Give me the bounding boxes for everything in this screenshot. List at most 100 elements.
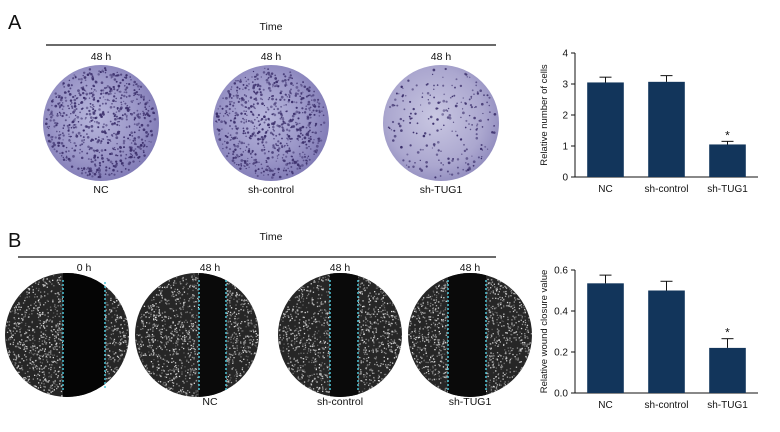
- cell-speckle: [150, 345, 152, 347]
- cell-speckle: [138, 345, 140, 347]
- cell-speckle: [36, 326, 38, 328]
- stained-cell: [130, 131, 133, 134]
- stained-cell: [144, 140, 147, 142]
- cell-speckle: [49, 319, 51, 321]
- stained-cell: [242, 88, 244, 90]
- cell-speckle: [176, 291, 179, 294]
- stained-cell: [223, 115, 225, 117]
- cell-speckle: [52, 381, 54, 383]
- cell-speckle: [244, 350, 246, 352]
- stained-cell: [81, 143, 84, 146]
- cell-speckle: [241, 368, 243, 370]
- stained-cell: [281, 144, 284, 147]
- stained-cell: [107, 92, 110, 96]
- stained-cell: [296, 122, 299, 125]
- cell-speckle: [148, 341, 150, 343]
- stained-cell: [84, 171, 87, 174]
- cell-speckle: [35, 287, 38, 290]
- stained-cell: [290, 166, 293, 168]
- cell-speckle: [55, 326, 57, 328]
- cell-speckle: [59, 339, 61, 341]
- stained-cell: [82, 74, 84, 77]
- cell-speckle: [190, 284, 192, 287]
- stained-cell: [292, 151, 295, 154]
- cell-speckle: [24, 297, 26, 299]
- stained-cell: [280, 90, 282, 92]
- cell-speckle: [175, 375, 177, 378]
- cell-speckle: [46, 278, 48, 280]
- cell-speckle: [44, 327, 46, 329]
- stained-cell: [85, 168, 88, 171]
- cell-speckle: [164, 298, 166, 300]
- stained-cell: [251, 111, 253, 114]
- stained-cell: [315, 149, 319, 152]
- cell-speckle: [32, 291, 34, 293]
- stained-cell: [425, 144, 429, 147]
- cell-speckle: [282, 330, 284, 332]
- cell-speckle: [114, 301, 116, 303]
- cell-speckle: [33, 385, 35, 387]
- stained-cell: [126, 82, 128, 85]
- cell-speckle: [5, 339, 8, 341]
- cell-speckle: [6, 331, 9, 333]
- stained-cell: [285, 104, 287, 106]
- stained-cell: [124, 157, 127, 160]
- stained-cell: [396, 104, 399, 107]
- cell-speckle: [114, 314, 116, 316]
- cell-speckle: [248, 362, 250, 364]
- cell-speckle: [32, 289, 34, 291]
- cell-speckle: [140, 317, 142, 319]
- stained-cell: [220, 120, 223, 124]
- stained-cell: [81, 91, 85, 95]
- cell-speckle: [42, 325, 45, 327]
- cell-speckle: [123, 308, 125, 310]
- cell-speckle: [161, 342, 163, 344]
- stained-cell: [287, 123, 291, 127]
- cell-speckle: [105, 309, 107, 311]
- cell-speckle: [364, 289, 366, 291]
- stained-cell: [117, 148, 119, 150]
- stained-cell: [475, 133, 478, 136]
- stained-cell: [273, 81, 276, 85]
- cell-speckle: [311, 300, 313, 302]
- stained-cell: [435, 107, 438, 110]
- stained-cell: [289, 137, 292, 140]
- cell-speckle: [310, 388, 312, 390]
- stained-cell: [218, 134, 220, 136]
- stained-cell: [132, 99, 134, 102]
- stained-cell: [232, 137, 235, 140]
- wound-image-sh-control: [278, 273, 402, 397]
- stained-cell: [102, 96, 105, 98]
- stained-cell: [148, 140, 150, 143]
- stained-cell: [322, 114, 325, 117]
- cell-speckle: [241, 321, 243, 323]
- cell-speckle: [368, 329, 370, 331]
- stained-cell: [277, 111, 281, 115]
- stained-cell: [247, 157, 249, 160]
- cell-speckle: [154, 339, 156, 341]
- stained-cell: [479, 119, 482, 123]
- cell-speckle: [177, 338, 179, 341]
- stained-cell: [222, 97, 224, 99]
- stained-cell: [62, 102, 64, 104]
- stained-cell: [259, 123, 262, 126]
- stained-cell: [299, 122, 301, 125]
- cell-speckle: [184, 338, 186, 340]
- stained-cell: [262, 138, 265, 141]
- cell-speckle: [155, 348, 158, 350]
- cell-speckle: [48, 351, 50, 353]
- cell-speckle: [185, 393, 187, 395]
- cell-speckle: [184, 336, 186, 339]
- cell-speckle: [364, 383, 366, 386]
- cell-speckle: [399, 326, 401, 329]
- stained-cell: [271, 151, 274, 154]
- stained-cell: [133, 80, 136, 84]
- cell-speckle: [237, 330, 239, 332]
- cell-speckle: [151, 299, 153, 301]
- stained-cell: [118, 124, 121, 127]
- cell-speckle: [26, 291, 28, 293]
- cell-speckle: [198, 273, 200, 275]
- stained-cell: [267, 86, 271, 90]
- stained-cell: [243, 142, 245, 144]
- stained-cell: [465, 169, 468, 172]
